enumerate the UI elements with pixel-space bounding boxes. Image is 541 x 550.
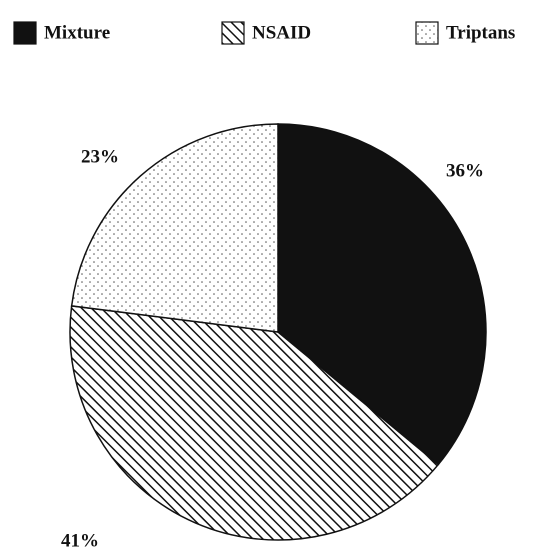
legend-swatch	[221, 21, 245, 45]
legend-swatch	[415, 21, 439, 45]
data-label: 41%	[61, 530, 99, 550]
legend-label: Triptans	[446, 22, 515, 43]
pie-slice	[70, 123, 279, 333]
legend-swatch	[13, 21, 37, 45]
pie-slice	[69, 305, 440, 541]
legend-label: NSAID	[252, 22, 311, 43]
data-label: 23%	[81, 146, 119, 167]
legend-label: Mixture	[44, 22, 110, 43]
pie-slice	[277, 123, 487, 466]
data-label: 36%	[446, 160, 484, 181]
